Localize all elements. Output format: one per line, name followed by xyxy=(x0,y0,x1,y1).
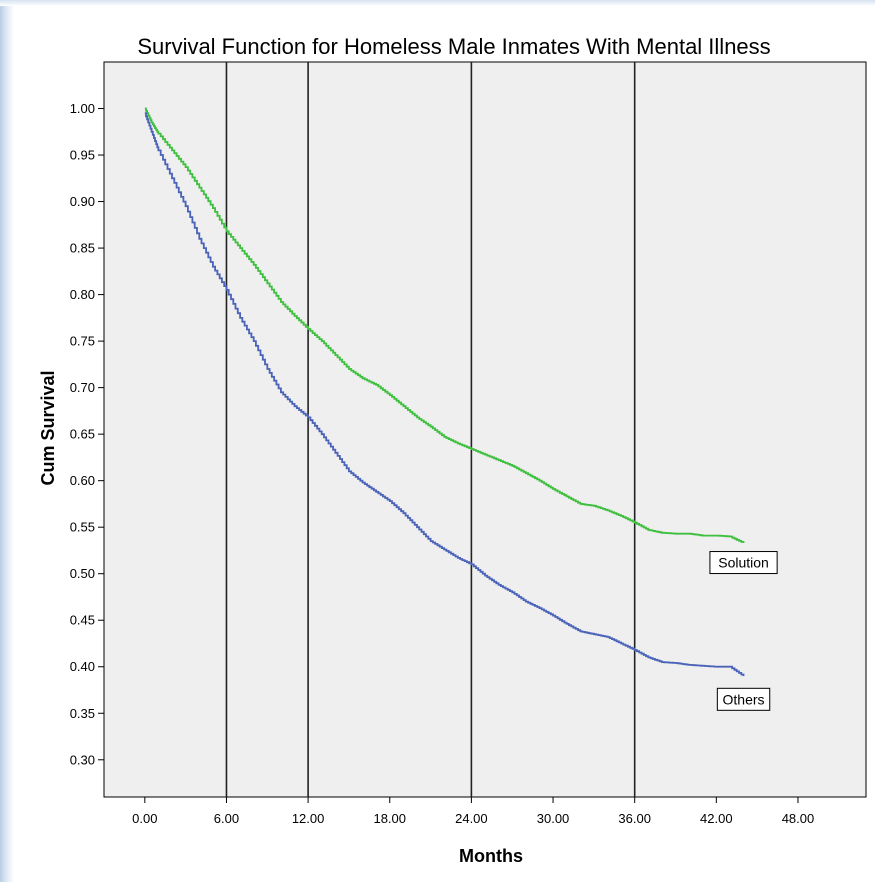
y-tick-label: 0.90 xyxy=(70,194,95,209)
y-tick-label: 0.85 xyxy=(70,241,95,256)
x-tick-label: 18.00 xyxy=(373,811,406,826)
plot-area xyxy=(103,61,867,798)
y-tick-label: 1.00 xyxy=(70,101,95,116)
y-tick-label: 0.60 xyxy=(70,473,95,488)
reference-lines xyxy=(225,62,636,797)
series-layer xyxy=(144,107,745,677)
y-axis-title: Cum Survival xyxy=(38,370,58,485)
y-tick-label: 0.80 xyxy=(70,287,95,302)
series-label-others: Others xyxy=(723,691,765,707)
x-axis-title: Months xyxy=(459,846,523,866)
chart-title: Survival Function for Homeless Male Inma… xyxy=(137,34,770,59)
x-tick-label: 0.00 xyxy=(132,811,157,826)
y-tick-label: 0.65 xyxy=(70,427,95,442)
series-label-box xyxy=(716,687,771,711)
x-tick-label: 12.00 xyxy=(292,811,325,826)
series-label-box xyxy=(709,551,778,575)
y-tick-label: 0.75 xyxy=(70,334,95,349)
slide-top-band xyxy=(0,0,875,6)
x-tick-label: 30.00 xyxy=(537,811,570,826)
y-tick-label: 0.45 xyxy=(70,613,95,628)
y-tick-label: 0.30 xyxy=(70,752,95,767)
tick-marks: 1.00 0.95 0.90 0.85 0.80 0.75 0.70 0.65 0.60 0.55… xyxy=(70,101,815,826)
y-tick-label: 0.50 xyxy=(70,566,95,581)
y-tick-label: 0.70 xyxy=(70,380,95,395)
x-tick-label: 48.00 xyxy=(782,811,815,826)
x-tick-label: 24.00 xyxy=(455,811,488,826)
x-tick-label: 6.00 xyxy=(214,811,239,826)
y-tick-label: 0.95 xyxy=(70,148,95,163)
series-line-solution xyxy=(144,107,745,543)
series-line-others xyxy=(144,112,745,677)
x-tick-label: 42.00 xyxy=(700,811,733,826)
y-tick-label: 0.40 xyxy=(70,659,95,674)
y-tick-label: 0.35 xyxy=(70,706,95,721)
x-tick-label: 36.00 xyxy=(618,811,651,826)
series-labels: Solution Others xyxy=(709,551,778,711)
series-label-solution: Solution xyxy=(718,555,769,571)
y-tick-label: 0.55 xyxy=(70,520,95,535)
